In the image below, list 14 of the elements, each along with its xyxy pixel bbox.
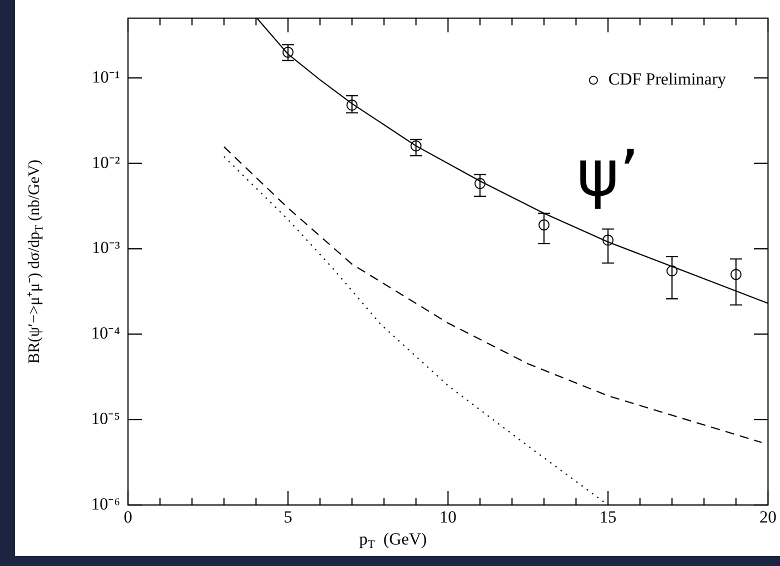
annotation: ψ’ (576, 137, 640, 212)
y-tick-label: 10⁻⁴ (91, 324, 120, 343)
y-tick-label: 10⁻² (92, 152, 120, 172)
x-tick-label: 10 (440, 508, 456, 527)
y-tick-label: 10⁻⁵ (91, 409, 120, 428)
y-tick-label: 10⁻³ (92, 238, 120, 258)
x-tick-label: 5 (284, 508, 292, 527)
x-tick-label: 15 (600, 508, 616, 527)
y-axis-title: BR(ψ′−>μ⁺μ⁻) dσ/dpT (nb/GeV) (26, 160, 46, 364)
x-tick-label: 20 (760, 508, 776, 527)
y-tick-label: 10⁻¹ (92, 67, 120, 86)
y-tick-label: 10⁻⁶ (91, 494, 120, 514)
x-tick-label: 0 (124, 508, 132, 527)
legend-label: CDF Preliminary (608, 70, 726, 89)
